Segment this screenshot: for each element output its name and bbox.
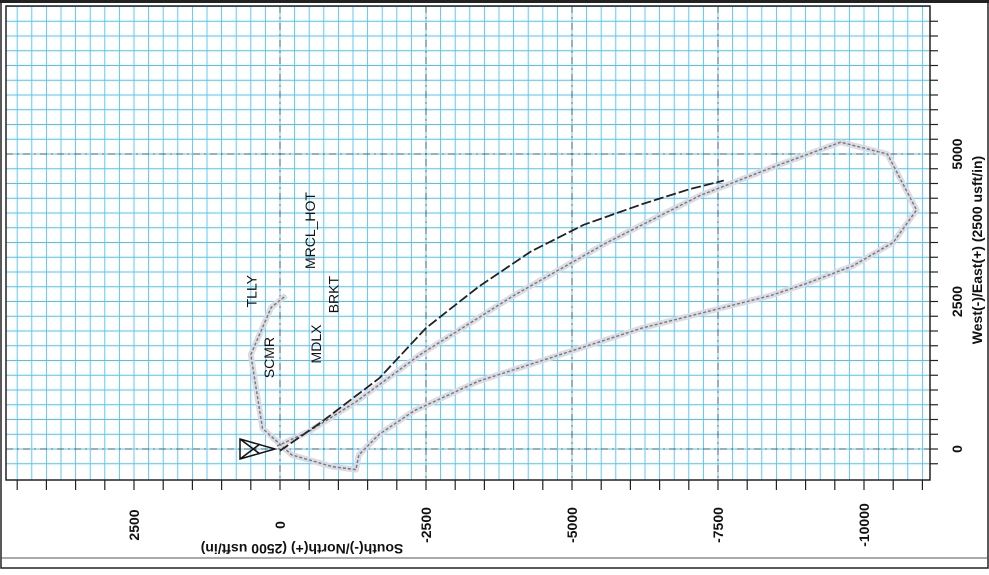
y-tick-label: 5000 bbox=[949, 138, 965, 169]
x-tick-label: 2500 bbox=[126, 509, 142, 540]
marker-label: MRCL_HOT bbox=[302, 192, 318, 269]
x-tick-label: 0 bbox=[272, 521, 288, 529]
series-halo bbox=[247, 139, 920, 473]
grid bbox=[6, 6, 930, 480]
marker-label: BRKT bbox=[325, 276, 341, 314]
x-tick-label: -2500 bbox=[418, 507, 434, 543]
series-line bbox=[279, 179, 725, 452]
series-line bbox=[250, 141, 918, 471]
marker-label: MDLX bbox=[308, 324, 324, 364]
series-group bbox=[239, 139, 920, 473]
y-tick-label: 2500 bbox=[949, 286, 965, 317]
y-axis-label: West(-)/East(+) (2500 usft/in) bbox=[969, 156, 985, 344]
rig-icon bbox=[239, 438, 278, 460]
x-tick-label: -7500 bbox=[710, 507, 726, 543]
axes-group: 2500 0 -2500 -5000 -7500 -10000 South(-)/North… bbox=[5, 5, 985, 557]
label-group: SCMR TLLY MDLX MRCL_HOT BRKT bbox=[244, 192, 342, 379]
top-rule bbox=[0, 0, 989, 3]
x-tick-label: -5000 bbox=[564, 507, 580, 543]
y-tick-label: 0 bbox=[949, 445, 965, 453]
marker-label: SCMR bbox=[261, 337, 277, 378]
x-tick-label: -10000 bbox=[856, 503, 872, 547]
x-axis-label: South(-)/North(+) (2500 usft/in) bbox=[201, 541, 404, 557]
marker-label: TLLY bbox=[244, 274, 260, 307]
